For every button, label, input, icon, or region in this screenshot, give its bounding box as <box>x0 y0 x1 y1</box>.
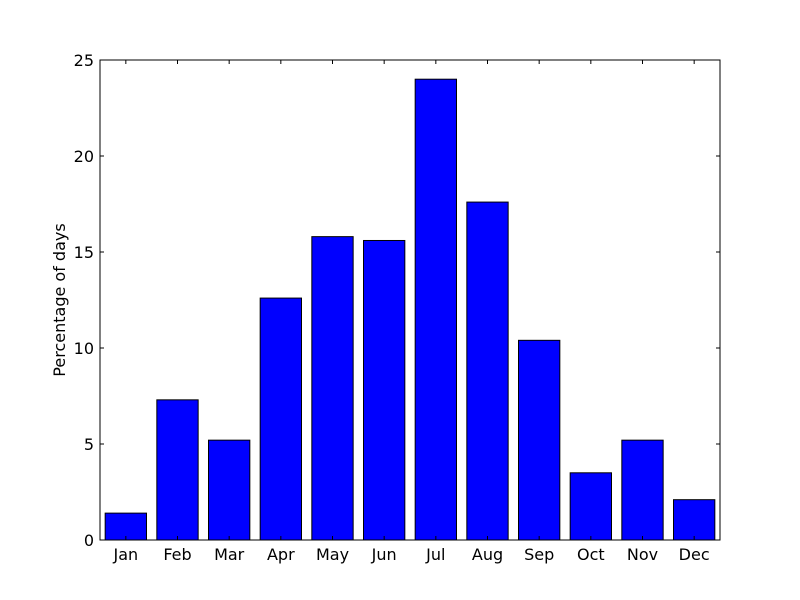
plot-frame <box>99 59 721 541</box>
bar-feb <box>156 399 199 541</box>
x-tick-label: Mar <box>214 545 245 564</box>
bar-mar <box>208 439 251 541</box>
bar-jun <box>363 239 406 541</box>
y-tick-label: 20 <box>74 147 94 166</box>
y-axis-label: Percentage of days <box>50 223 69 376</box>
x-tick-label: Jan <box>112 545 138 564</box>
x-tick-label: Apr <box>267 545 295 564</box>
x-tick-label: Jul <box>425 545 445 564</box>
x-tick-label: Nov <box>627 545 658 564</box>
bar-nov <box>621 439 664 541</box>
bar-jul <box>414 78 458 541</box>
y-tick-label: 15 <box>74 243 94 262</box>
x-tick-label: Oct <box>577 545 605 564</box>
x-tick-label: Feb <box>163 545 191 564</box>
bar-dec <box>673 499 716 541</box>
x-tick-label: Dec <box>679 545 710 564</box>
x-axis: Jan Feb Mar Apr May Jun Jul Aug Sep Oct Nov Dec <box>112 60 710 564</box>
bar-may <box>311 236 354 541</box>
x-tick-label: Sep <box>524 545 554 564</box>
bars-group <box>104 78 716 541</box>
bar-sep <box>518 339 561 541</box>
y-tick-label: 0 <box>84 531 94 550</box>
x-tick-label: Jun <box>371 545 397 564</box>
bar-jan <box>104 512 147 541</box>
y-axis: 0 5 10 15 20 25 <box>74 51 720 550</box>
x-tick-label: May <box>316 545 349 564</box>
x-tick-label: Aug <box>472 545 503 564</box>
y-tick-label: 25 <box>74 51 94 70</box>
y-tick-label: 5 <box>84 435 94 454</box>
plot-area <box>100 60 720 540</box>
bar-aug <box>466 201 509 541</box>
y-tick-label: 10 <box>74 339 94 358</box>
bar-apr <box>259 297 303 541</box>
bar-oct <box>569 472 612 541</box>
